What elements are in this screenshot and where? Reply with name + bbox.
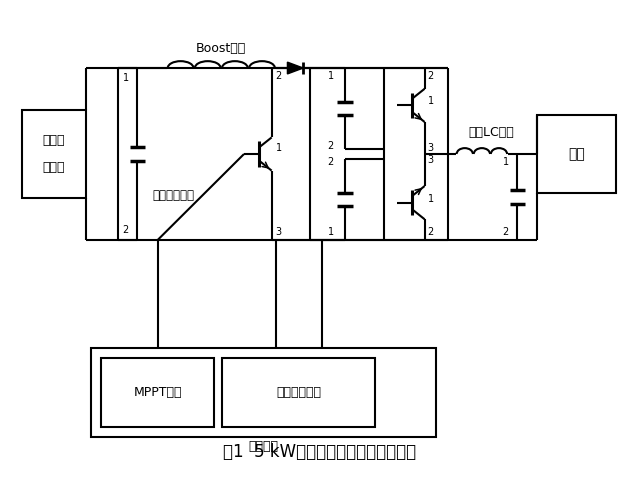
Text: 输出LC滤波: 输出LC滤波 — [469, 126, 515, 139]
Text: 2: 2 — [328, 141, 334, 151]
Text: 2: 2 — [428, 227, 434, 237]
Bar — [101, 358, 214, 427]
Bar — [91, 348, 436, 436]
Text: 1: 1 — [328, 227, 334, 237]
Text: 2: 2 — [328, 157, 334, 167]
Text: 电池滤波电容: 电池滤波电容 — [152, 189, 194, 202]
Bar — [537, 115, 616, 193]
Text: 2: 2 — [502, 227, 509, 237]
Polygon shape — [287, 62, 303, 74]
Text: 电池板: 电池板 — [43, 161, 65, 174]
Text: 太阳能: 太阳能 — [43, 134, 65, 147]
Text: 3: 3 — [428, 155, 434, 165]
Text: 1: 1 — [428, 194, 434, 204]
Text: 2: 2 — [122, 225, 129, 235]
Text: 3: 3 — [428, 143, 434, 153]
Text: 1: 1 — [276, 143, 282, 153]
Bar — [222, 358, 375, 427]
Text: 2: 2 — [428, 71, 434, 81]
Text: 1: 1 — [428, 96, 434, 107]
Text: Boost电感: Boost电感 — [196, 42, 246, 55]
Text: 电网: 电网 — [568, 147, 585, 161]
Text: 控制芯片: 控制芯片 — [249, 440, 279, 453]
Text: 1: 1 — [122, 73, 129, 83]
Text: 半桥逆变控制: 半桥逆变控制 — [276, 386, 321, 399]
Text: MPPT控制: MPPT控制 — [133, 386, 182, 399]
Text: 1: 1 — [328, 71, 334, 81]
Bar — [22, 110, 86, 198]
Text: 1: 1 — [502, 157, 509, 167]
Text: 2: 2 — [276, 71, 282, 81]
Text: 图1  5 kW光伏并网逆变器系统结构图: 图1 5 kW光伏并网逆变器系统结构图 — [223, 443, 417, 461]
Text: 3: 3 — [276, 227, 282, 237]
